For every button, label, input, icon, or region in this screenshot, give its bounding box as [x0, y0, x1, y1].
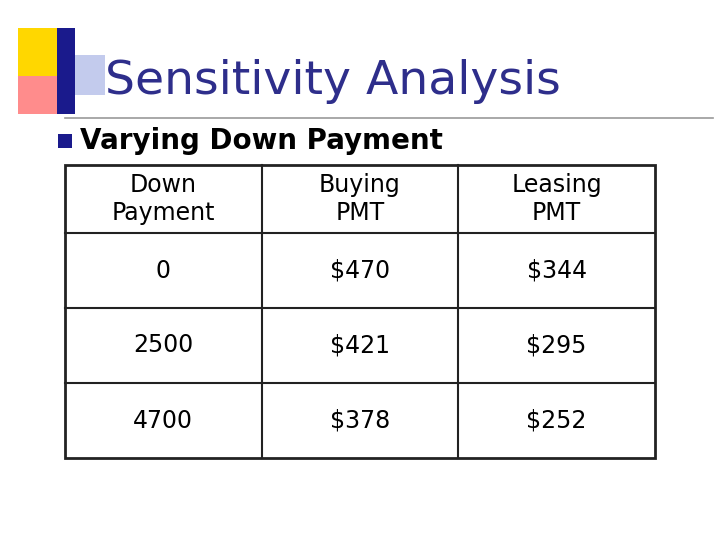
Text: $295: $295: [526, 334, 587, 357]
Text: $252: $252: [526, 408, 587, 433]
Bar: [57, 28, 75, 114]
Text: Varying Down Payment: Varying Down Payment: [80, 127, 443, 155]
Bar: [18, 62, 70, 114]
Text: 2500: 2500: [133, 334, 194, 357]
Bar: [58, 134, 72, 148]
Bar: [75, 55, 105, 95]
Text: $378: $378: [330, 408, 390, 433]
Text: Down
Payment: Down Payment: [112, 173, 215, 225]
Text: $421: $421: [330, 334, 390, 357]
Bar: [65, 165, 655, 458]
Text: $344: $344: [526, 259, 587, 282]
Text: 4700: 4700: [133, 408, 194, 433]
Text: 0: 0: [156, 259, 171, 282]
Text: Buying
PMT: Buying PMT: [319, 173, 401, 225]
Text: Sensitivity Analysis: Sensitivity Analysis: [105, 59, 561, 105]
Text: $470: $470: [330, 259, 390, 282]
Text: Leasing
PMT: Leasing PMT: [511, 173, 602, 225]
Bar: [18, 28, 70, 76]
